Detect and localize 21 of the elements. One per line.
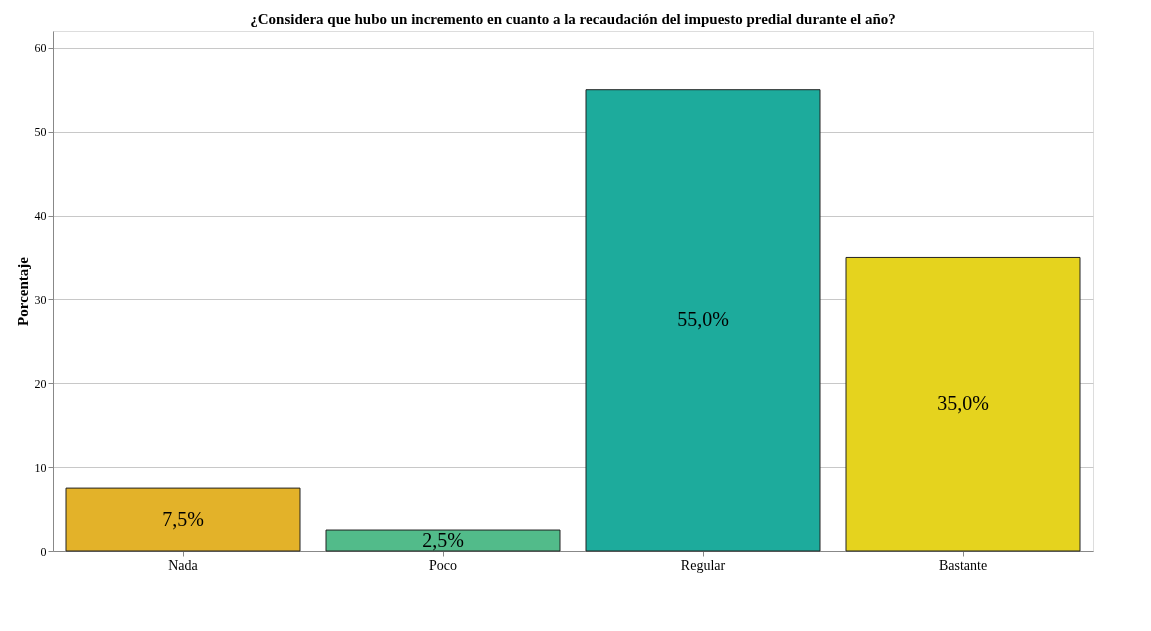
data-label: 2,5% bbox=[422, 528, 464, 551]
data-label: 7,5% bbox=[162, 507, 204, 530]
chart-title: ¿Considera que hubo un incremento en cuanto a la recaudación del impuesto predial durante el año? bbox=[250, 11, 896, 27]
y-tick-label: 60 bbox=[34, 41, 47, 56]
y-tick-label: 50 bbox=[34, 125, 47, 140]
data-label: 35,0% bbox=[937, 392, 989, 415]
x-tick-label: Poco bbox=[429, 557, 457, 573]
x-tick-label: Regular bbox=[680, 557, 726, 573]
y-tick-label: 0 bbox=[40, 544, 47, 559]
bar bbox=[585, 89, 821, 552]
x-tick-label: Nada bbox=[168, 557, 199, 573]
bar bbox=[65, 487, 301, 552]
y-tick-label: 20 bbox=[34, 376, 47, 391]
bar bbox=[845, 256, 1081, 552]
y-axis-title: Porcentaje bbox=[14, 256, 31, 326]
y-tick-label: 30 bbox=[34, 292, 47, 307]
bar bbox=[325, 529, 561, 552]
x-tick-label: Bastante bbox=[938, 557, 988, 573]
y-tick-label: 10 bbox=[34, 460, 47, 475]
data-label: 55,0% bbox=[677, 308, 729, 331]
y-tick-label: 40 bbox=[34, 209, 47, 224]
